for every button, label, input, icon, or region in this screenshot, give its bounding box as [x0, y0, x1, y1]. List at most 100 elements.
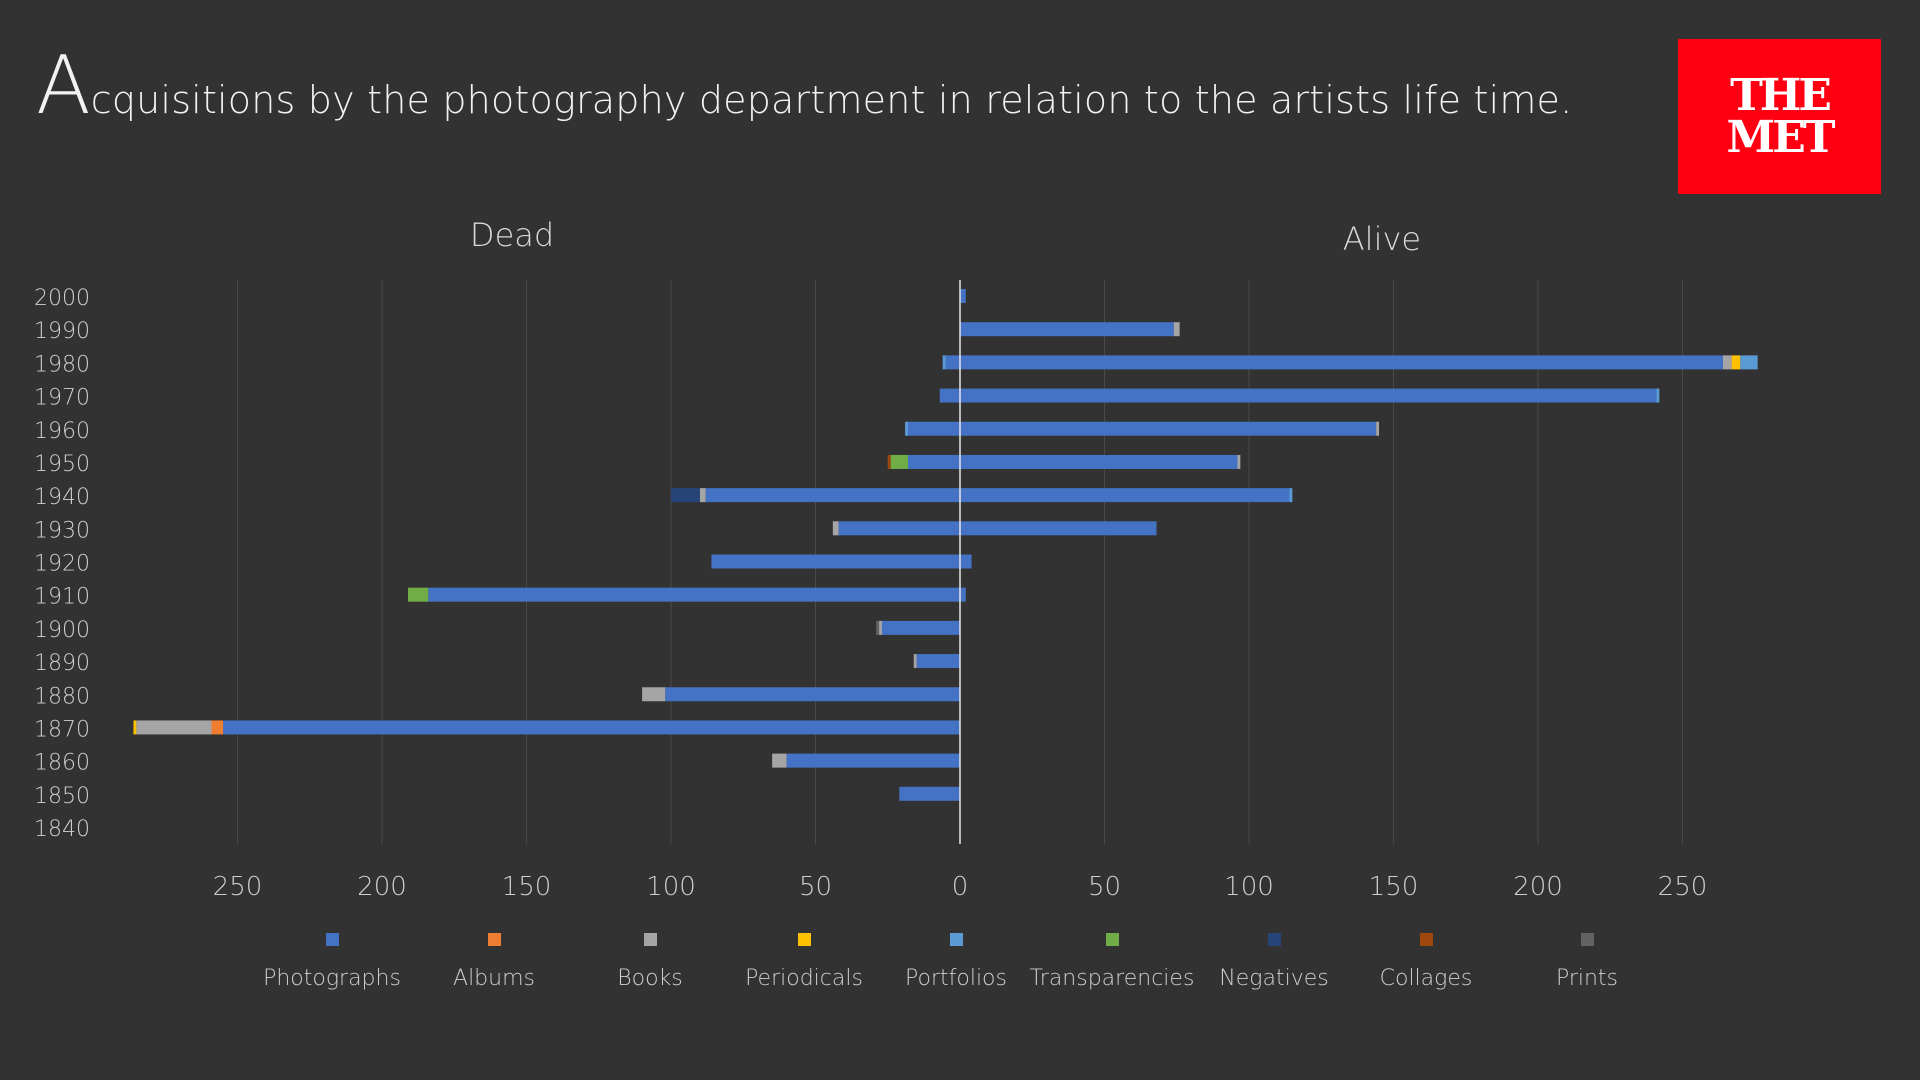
legend-label: Prints	[1555, 966, 1619, 991]
y-tick-label: 2000	[34, 286, 90, 311]
x-tick-label: 250	[213, 872, 263, 902]
bar-segment-dead-photographs	[907, 454, 960, 469]
bar-segment-alive-photographs	[960, 454, 1238, 469]
x-tick-label: 150	[502, 872, 552, 902]
title-text: cquisitions by the photography departmen…	[90, 78, 1573, 122]
bar-segment-dead-photographs	[881, 620, 960, 635]
y-tick-label: 1940	[34, 485, 90, 510]
met-logo: THE MET	[1678, 39, 1881, 194]
bar-segment-alive-photographs	[960, 554, 972, 569]
legend-swatch	[1267, 933, 1281, 946]
y-tick-label: 1840	[34, 817, 90, 842]
y-tick-label: 1890	[34, 651, 90, 676]
bar-segment-alive-photographs	[960, 521, 1157, 536]
legend-item-portfolios: Portfolios	[866, 933, 1046, 991]
bar-segment-dead-books	[699, 488, 706, 503]
x-tick-label: 250	[1658, 872, 1708, 902]
legend-item-collages: Collages	[1336, 933, 1516, 991]
bar-segment-alive-books	[1173, 322, 1180, 337]
bar-segment-alive-books	[1376, 421, 1380, 436]
legend-swatch	[949, 933, 963, 946]
title-initial: A	[36, 39, 91, 132]
bar-segment-dead-periodicals	[133, 720, 137, 735]
page-title: Acquisitions by the photography departme…	[36, 46, 1572, 126]
x-tick-label: 100	[646, 872, 696, 902]
bar-segment-dead-portfolios	[905, 421, 908, 436]
bar-segment-alive-books	[1237, 454, 1241, 469]
y-tick-label: 1850	[34, 784, 90, 809]
bar-segment-alive-photographs	[960, 322, 1174, 337]
bar-segment-dead-photographs	[945, 355, 960, 370]
y-tick-label: 1910	[34, 585, 90, 610]
bar-segment-dead-collages	[887, 454, 891, 469]
x-tick-label: 150	[1369, 872, 1419, 902]
legend-item-prints: Prints	[1497, 933, 1677, 991]
x-tick-label: 0	[952, 872, 969, 902]
legend-swatch	[487, 933, 501, 946]
bar-segment-alive-photographs	[960, 587, 966, 602]
logo-text: THE MET	[1727, 73, 1836, 159]
bar-segment-dead-negatives	[671, 488, 700, 503]
bar-segment-dead-portfolios	[942, 355, 946, 370]
x-tick-label: 200	[357, 872, 407, 902]
legend-label: Books	[617, 966, 683, 991]
x-tick-label: 50	[1088, 872, 1121, 902]
bar-segment-dead-albums	[211, 720, 224, 735]
legend-swatch	[1580, 933, 1594, 946]
bar-segment-dead-books	[913, 654, 917, 669]
legend-swatch	[1105, 933, 1119, 946]
legend-swatch	[797, 933, 811, 946]
y-tick-label: 1930	[34, 518, 90, 543]
bar-segment-alive-periodicals	[1731, 355, 1741, 370]
legend-item-photographs: Photographs	[242, 933, 422, 991]
y-tick-label: 1960	[34, 419, 90, 444]
legend-label: Transparencies	[1029, 966, 1195, 991]
legend-label: Albums	[453, 966, 535, 991]
bar-segment-dead-books	[642, 687, 666, 702]
y-tick-label: 1980	[34, 352, 90, 377]
legend-label: Portfolios	[905, 966, 1007, 991]
legend-swatch	[325, 933, 339, 946]
bar-segment-dead-photographs	[223, 720, 961, 735]
bar-segment-alive-photographs	[960, 289, 966, 303]
x-tick-label: 100	[1224, 872, 1274, 902]
legend-item-transparencies: Transparencies	[1022, 933, 1202, 991]
bar-segment-dead-books	[136, 720, 212, 735]
x-tick-label: 200	[1513, 872, 1563, 902]
y-tick-label: 1880	[34, 684, 90, 709]
legend-label: Periodicals	[745, 966, 863, 991]
bar-segment-dead-photographs	[786, 753, 960, 768]
legend-item-negatives: Negatives	[1184, 933, 1364, 991]
legend-item-albums: Albums	[404, 933, 584, 991]
bar-segment-dead-photographs	[665, 687, 960, 702]
side-label-alive: Alive	[1343, 220, 1421, 258]
bar-segment-dead-photographs	[907, 421, 960, 436]
x-tick-label: 50	[799, 872, 832, 902]
bar-segment-dead-photographs	[939, 388, 960, 403]
bar-segment-dead-books	[832, 521, 839, 536]
bar-segment-alive-portfolios	[1740, 355, 1758, 370]
bar-segment-alive-photographs	[960, 421, 1377, 436]
bar-segment-dead-books	[772, 753, 787, 768]
y-tick-label: 1870	[34, 717, 90, 742]
y-tick-label: 1990	[34, 319, 90, 344]
bar-segment-alive-photographs	[960, 488, 1290, 503]
legend-label: Collages	[1379, 966, 1473, 991]
bar-segment-dead-photographs	[899, 786, 960, 801]
y-tick-label: 1860	[34, 751, 90, 776]
bar-segment-dead-transparencies	[890, 454, 908, 469]
bar-segment-dead-prints	[876, 620, 880, 635]
legend-item-books: Books	[560, 933, 740, 991]
bar-segment-alive-photographs	[960, 355, 1723, 370]
bar-segment-dead-photographs	[428, 587, 960, 602]
legend-item-periodicals: Periodicals	[714, 933, 894, 991]
bar-segment-dead-photographs	[838, 521, 960, 536]
bar-segment-alive-portfolios	[1289, 488, 1293, 503]
bar-segment-dead-transparencies	[408, 587, 429, 602]
bar-segment-dead-photographs	[916, 654, 960, 669]
legend-swatch	[643, 933, 657, 946]
bar-segment-dead-books	[879, 620, 882, 635]
bar-segment-alive-portfolios	[1656, 388, 1660, 403]
bar-segment-dead-photographs	[705, 488, 960, 503]
